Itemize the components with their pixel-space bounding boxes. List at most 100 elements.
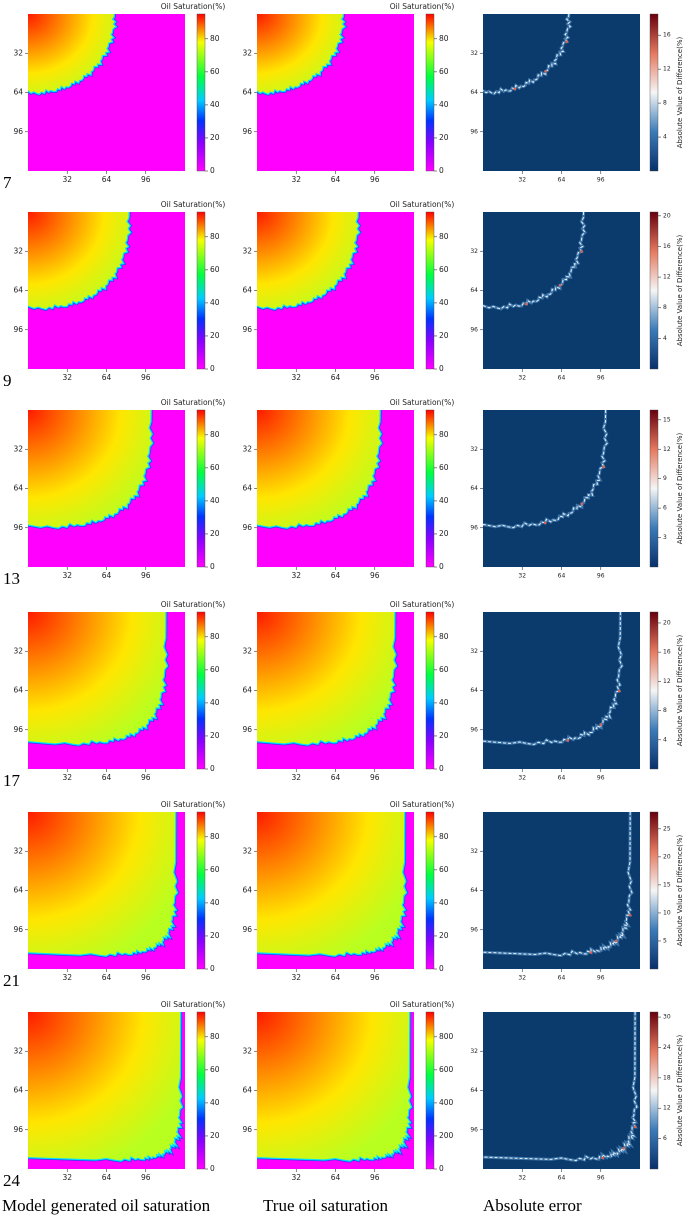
y-tick-label: 32 — [470, 446, 478, 453]
oil-region — [257, 812, 406, 956]
x-tick-label: 96 — [370, 1173, 380, 1182]
heatmap — [257, 14, 414, 171]
colorbar-tick-label: 30 — [663, 1014, 671, 1021]
x-tick-label: 96 — [597, 573, 605, 580]
colorbar-tick-label: 20 — [439, 331, 449, 340]
colorbar-label: Absolute Value of Difference(%) — [676, 433, 684, 545]
x-tick-label: 64 — [102, 373, 112, 382]
error-bg — [483, 212, 640, 369]
oil-region — [257, 14, 345, 94]
y-tick-label: 96 — [470, 524, 478, 531]
y-tick-label: 32 — [13, 444, 23, 453]
x-tick-label: 96 — [597, 975, 605, 982]
x-tick-label: 96 — [141, 1173, 151, 1182]
colorbar-tick-label: 40 — [210, 1098, 220, 1107]
y-tick-label: 64 — [13, 88, 23, 97]
x-tick-label: 64 — [331, 175, 341, 184]
colorbar-label: Oil Saturation(%) — [161, 1000, 226, 1009]
colorbar-tick-label: 0 — [210, 1164, 215, 1173]
colorbar-label: Oil Saturation(%) — [161, 398, 226, 407]
y-tick-label: 96 — [13, 127, 23, 136]
colorbar-tick-label: 200 — [439, 1131, 454, 1140]
oil-region — [28, 812, 177, 956]
y-tick-label: 32 — [13, 1046, 23, 1055]
error-hotspot — [628, 913, 632, 917]
colorbar-tick-label: 24 — [663, 1044, 671, 1051]
colorbar — [425, 611, 435, 770]
colorbar-tick-label: 40 — [439, 698, 449, 707]
colorbar-tick-label: 4 — [663, 134, 667, 141]
oil-region — [257, 612, 396, 745]
y-tick-label: 32 — [242, 846, 252, 855]
y-tick-label: 96 — [13, 325, 23, 334]
colorbar-tick-label: 20 — [663, 212, 671, 219]
colorbar-label: Absolute Value of Difference(%) — [676, 635, 684, 747]
colorbar-label: Oil Saturation(%) — [390, 398, 455, 407]
colorbar-tick-label: 80 — [210, 430, 220, 439]
colorbar-tick-label: 20 — [439, 731, 449, 740]
x-tick-label: 32 — [518, 177, 526, 184]
y-tick-label: 64 — [13, 686, 23, 695]
y-tick-label: 64 — [470, 485, 478, 492]
colorbar-tick-label: 60 — [439, 67, 449, 76]
colorbar-tick-label: 6 — [663, 505, 667, 512]
colorbar — [649, 1011, 659, 1170]
colorbar-tick-label: 9 — [663, 475, 667, 482]
colorbar — [649, 13, 659, 172]
colorbar-tick-label: 0 — [439, 364, 444, 373]
colorbar — [649, 211, 659, 370]
column-caption: Absolute error — [483, 1196, 582, 1215]
colorbar-tick-label: 8 — [663, 100, 667, 107]
colorbar-tick-label: 18 — [663, 1074, 671, 1081]
colorbar-tick-label: 60 — [439, 463, 449, 472]
colorbar-tick-label: 0 — [210, 364, 215, 373]
colorbar-tick-label: 16 — [663, 32, 671, 39]
colorbar-label: Oil Saturation(%) — [390, 1000, 455, 1009]
colorbar — [425, 811, 435, 970]
colorbar-tick-label: 16 — [663, 243, 671, 250]
error-hotspot — [580, 250, 583, 253]
colorbar-tick-label: 60 — [210, 463, 220, 472]
x-tick-label: 96 — [370, 175, 380, 184]
oil-region — [257, 212, 360, 309]
colorbar-label: Absolute Value of Difference(%) — [676, 1035, 684, 1147]
x-tick-label: 64 — [331, 973, 341, 982]
error-hotspot — [602, 465, 606, 469]
x-tick-label: 32 — [291, 973, 301, 982]
x-tick-label: 96 — [597, 1175, 605, 1182]
colorbar-label: Absolute Value of Difference(%) — [676, 37, 684, 149]
colorbar-tick-label: 60 — [210, 665, 220, 674]
colorbar — [196, 611, 206, 770]
x-tick-label: 32 — [62, 973, 72, 982]
x-tick-label: 64 — [331, 1173, 341, 1182]
x-tick-label: 64 — [331, 373, 341, 382]
colorbar-tick-label: 80 — [439, 430, 449, 439]
colorbar-tick-label: 20 — [210, 931, 220, 940]
heatmap — [483, 14, 640, 171]
colorbar — [425, 409, 435, 568]
colorbar-tick-label: 10 — [663, 909, 671, 916]
colorbar-tick-label: 12 — [663, 66, 671, 73]
colorbar-tick-label: 3 — [663, 534, 667, 541]
y-tick-label: 64 — [470, 287, 478, 294]
colorbar-tick-label: 12 — [663, 678, 671, 685]
colorbar — [196, 211, 206, 370]
colorbar-tick-label: 40 — [210, 298, 220, 307]
error-hotspot — [565, 40, 569, 43]
colorbar-tick-label: 0 — [439, 1164, 444, 1173]
colorbar — [649, 409, 659, 568]
x-tick-label: 96 — [141, 373, 151, 382]
colorbar — [649, 811, 659, 970]
y-tick-label: 32 — [470, 648, 478, 655]
colorbar-tick-label: 80 — [439, 832, 449, 841]
x-tick-label: 96 — [597, 177, 605, 184]
y-tick-label: 96 — [242, 127, 252, 136]
colorbar-tick-label: 8 — [663, 304, 667, 311]
oil-region — [28, 612, 167, 745]
colorbar-tick-label: 80 — [210, 1032, 220, 1041]
error-bg — [483, 1012, 640, 1169]
y-tick-label: 32 — [13, 246, 23, 255]
y-tick-label: 64 — [242, 484, 252, 493]
y-tick-label: 96 — [470, 926, 478, 933]
row-label: 24 — [3, 1171, 21, 1190]
